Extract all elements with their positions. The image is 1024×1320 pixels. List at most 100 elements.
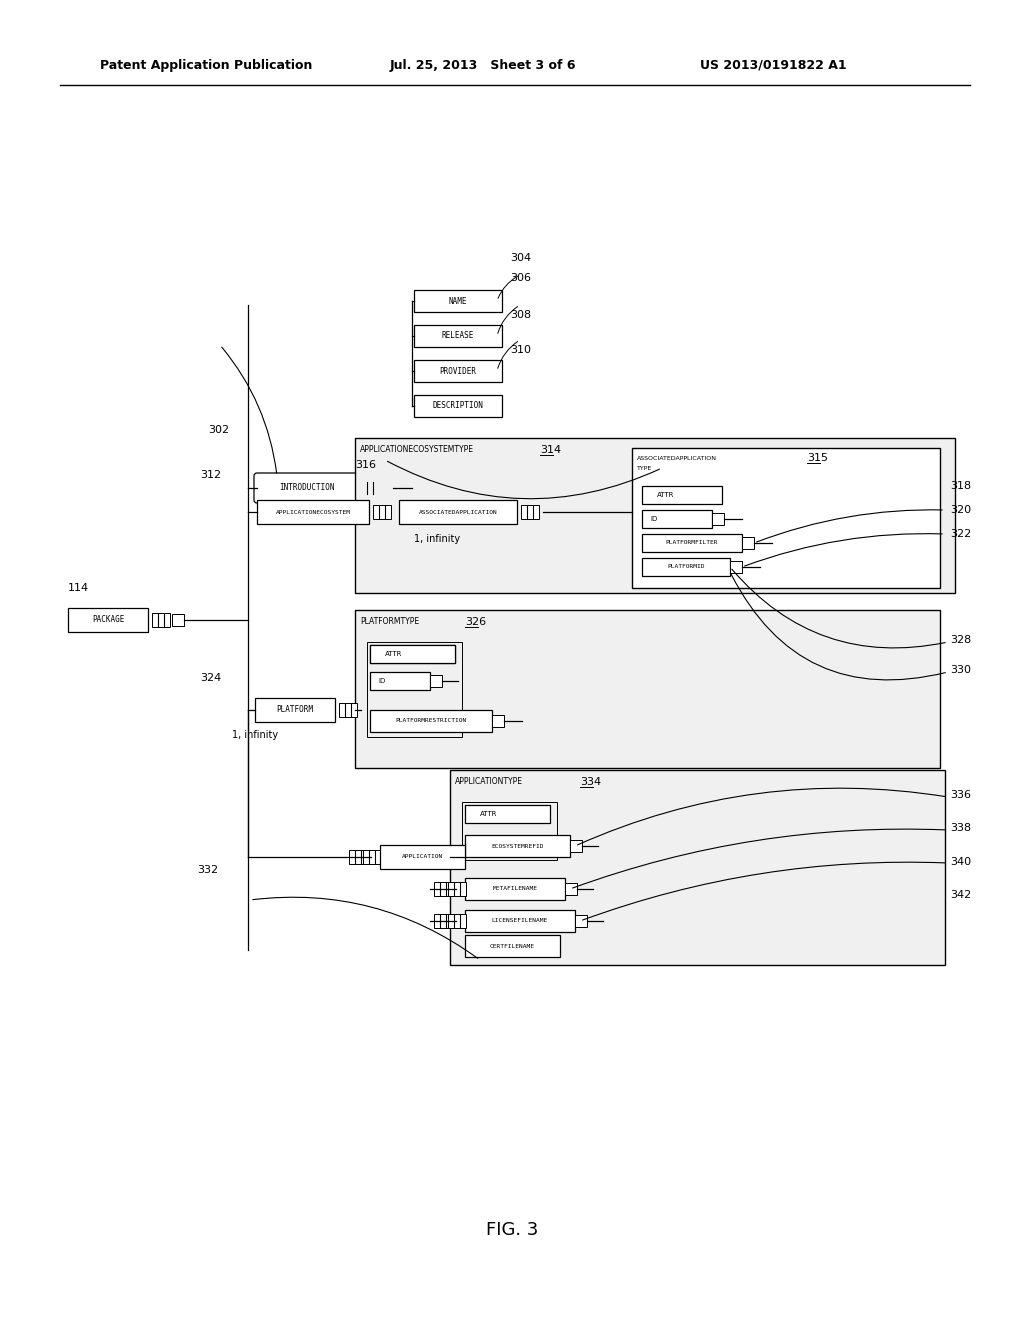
- Bar: [255, 698, 335, 722]
- Text: PLATFORMTYPE: PLATFORMTYPE: [360, 618, 419, 627]
- Text: ASSOCIATEDAPPLICATION: ASSOCIATEDAPPLICATION: [419, 510, 498, 515]
- Bar: [465, 935, 560, 957]
- Text: 310: 310: [510, 345, 531, 355]
- Bar: [570, 840, 582, 851]
- Bar: [642, 558, 730, 576]
- Bar: [430, 675, 442, 686]
- Bar: [355, 610, 940, 768]
- Bar: [414, 290, 502, 312]
- Text: ECOSYSTEMREFID: ECOSYSTEMREFID: [492, 843, 544, 849]
- Text: 315: 315: [807, 453, 828, 463]
- Text: 320: 320: [950, 506, 971, 515]
- Bar: [632, 447, 940, 587]
- Text: ATTR: ATTR: [480, 810, 498, 817]
- Text: 338: 338: [950, 822, 971, 833]
- Bar: [492, 715, 504, 727]
- Bar: [370, 672, 430, 690]
- Text: PLATFORMFILTER: PLATFORMFILTER: [666, 540, 718, 545]
- Text: APPLICATIONECOSYSTEMTYPE: APPLICATIONECOSYSTEMTYPE: [360, 446, 474, 454]
- Text: 326: 326: [465, 616, 486, 627]
- Bar: [355, 438, 955, 593]
- Bar: [450, 770, 945, 965]
- Text: 342: 342: [950, 890, 971, 900]
- Text: Patent Application Publication: Patent Application Publication: [100, 58, 312, 71]
- Bar: [257, 500, 369, 524]
- Text: 330: 330: [950, 665, 971, 675]
- Text: DESCRIPTION: DESCRIPTION: [432, 401, 483, 411]
- Text: LICENSEFILENAME: LICENSEFILENAME: [492, 919, 548, 924]
- Bar: [68, 609, 148, 632]
- Text: METAFILENAME: METAFILENAME: [493, 887, 538, 891]
- Text: 334: 334: [580, 777, 601, 787]
- Text: 308: 308: [510, 310, 531, 319]
- Bar: [339, 704, 357, 717]
- Bar: [646, 491, 654, 499]
- Bar: [414, 325, 502, 347]
- Text: 340: 340: [950, 857, 971, 867]
- Bar: [434, 913, 452, 928]
- Text: ATTR: ATTR: [385, 651, 402, 657]
- Bar: [449, 913, 466, 928]
- Text: INTRODUCTION: INTRODUCTION: [280, 483, 335, 492]
- Text: 114: 114: [68, 583, 89, 593]
- Text: 328: 328: [950, 635, 971, 645]
- Text: 1, infinity: 1, infinity: [232, 730, 279, 741]
- FancyBboxPatch shape: [254, 473, 360, 503]
- Text: TYPE: TYPE: [637, 466, 652, 470]
- Text: 312: 312: [200, 470, 221, 480]
- Bar: [414, 395, 502, 417]
- Bar: [381, 482, 393, 494]
- Text: 314: 314: [540, 445, 561, 455]
- Bar: [399, 500, 517, 524]
- Bar: [730, 561, 742, 573]
- Text: APPLICATION: APPLICATION: [401, 854, 443, 859]
- Text: 318: 318: [950, 480, 971, 491]
- Text: 332: 332: [197, 865, 218, 875]
- Text: CERTFILENAME: CERTFILENAME: [490, 944, 535, 949]
- Text: 306: 306: [510, 273, 531, 282]
- Bar: [370, 645, 455, 663]
- Text: Jul. 25, 2013   Sheet 3 of 6: Jul. 25, 2013 Sheet 3 of 6: [390, 58, 577, 71]
- Text: RELEASE: RELEASE: [441, 331, 474, 341]
- Bar: [152, 612, 170, 627]
- Bar: [462, 803, 557, 861]
- Bar: [712, 513, 724, 525]
- Bar: [642, 510, 712, 528]
- Bar: [575, 915, 587, 927]
- Bar: [642, 486, 722, 504]
- Bar: [449, 882, 466, 896]
- Bar: [370, 710, 492, 733]
- Bar: [349, 850, 367, 865]
- Text: ASSOCIATEDAPPLICATION: ASSOCIATEDAPPLICATION: [637, 455, 717, 461]
- Bar: [565, 883, 577, 895]
- Text: US 2013/0191822 A1: US 2013/0191822 A1: [700, 58, 847, 71]
- Text: 304: 304: [510, 253, 531, 263]
- Bar: [172, 614, 184, 626]
- Bar: [642, 535, 742, 552]
- Text: APPLICATIONECOSYSTEM: APPLICATIONECOSYSTEM: [275, 510, 350, 515]
- Bar: [465, 836, 570, 857]
- Text: APPLICATIONTYPE: APPLICATIONTYPE: [455, 777, 523, 787]
- Bar: [414, 360, 502, 381]
- Bar: [465, 909, 575, 932]
- Text: PROVIDER: PROVIDER: [439, 367, 476, 375]
- Bar: [370, 645, 455, 663]
- Text: PLATFORMID: PLATFORMID: [668, 565, 705, 569]
- Text: ID: ID: [378, 678, 385, 684]
- Bar: [374, 649, 382, 657]
- Bar: [742, 537, 754, 549]
- Bar: [380, 845, 465, 869]
- Text: 302: 302: [208, 425, 229, 436]
- Text: FIG. 3: FIG. 3: [485, 1221, 539, 1239]
- Bar: [367, 642, 462, 737]
- Text: ID: ID: [650, 516, 657, 521]
- Text: PLATFORMRESTRICTION: PLATFORMRESTRICTION: [395, 718, 467, 723]
- Text: NAME: NAME: [449, 297, 467, 305]
- Text: PACKAGE: PACKAGE: [92, 615, 124, 624]
- Text: 336: 336: [950, 789, 971, 800]
- Bar: [465, 878, 565, 900]
- Text: 1, infinity: 1, infinity: [414, 535, 460, 544]
- Bar: [434, 882, 452, 896]
- Bar: [361, 480, 379, 495]
- Text: ATTR: ATTR: [657, 492, 675, 498]
